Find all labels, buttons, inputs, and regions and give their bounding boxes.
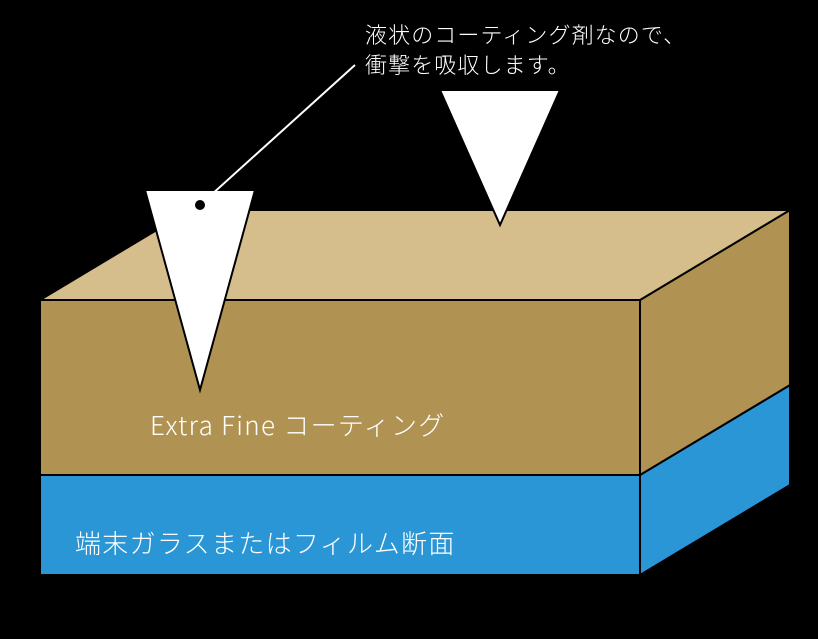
top-annotation-line2: 衝撃を吸収します。	[365, 48, 571, 80]
coating-front-face	[40, 300, 640, 475]
substrate-layer-label: 端末ガラスまたはフィルム断面	[75, 524, 456, 561]
annotation-leader-line	[200, 65, 355, 205]
top-annotation-line1: 液状のコーティング剤なので、	[365, 18, 686, 50]
coating-layer-label: Extra Fine コーティング	[150, 406, 446, 443]
indenter-impacting	[440, 90, 560, 225]
annotation-leader-dot	[195, 200, 205, 210]
